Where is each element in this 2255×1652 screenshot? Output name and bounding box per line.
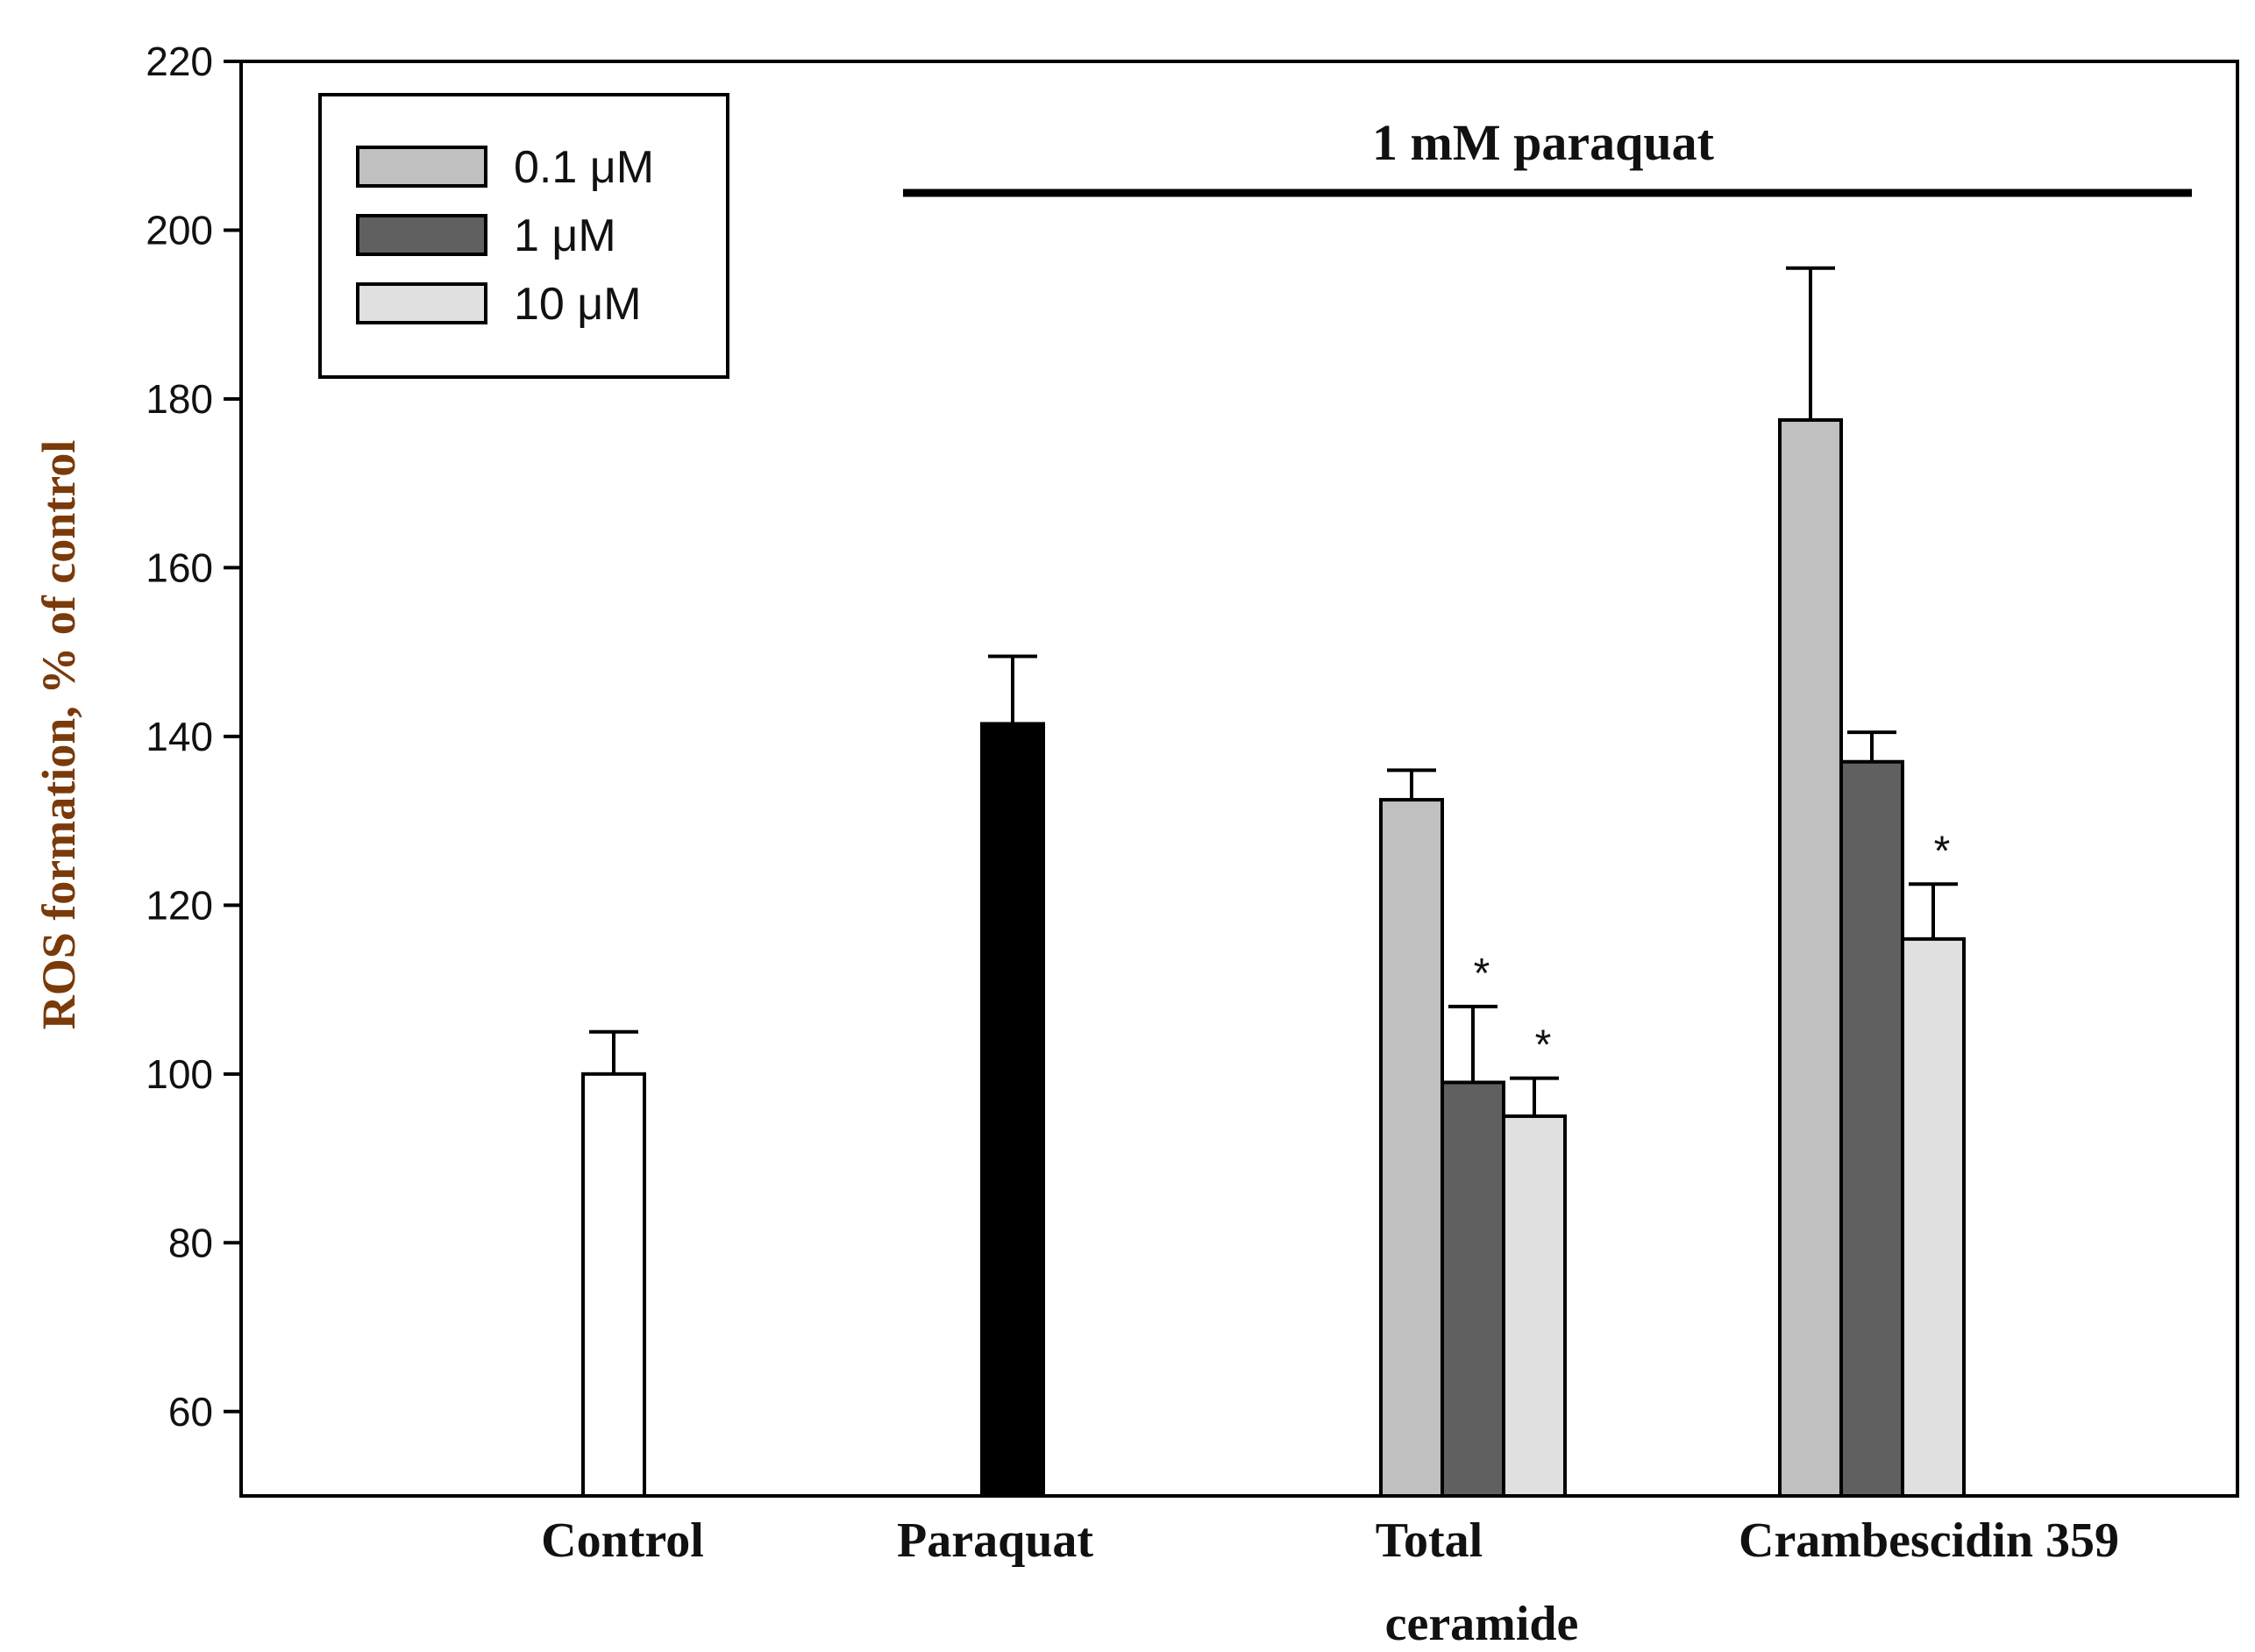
y-tick-label: 80 — [168, 1220, 213, 1265]
plot-frame — [239, 60, 2239, 1498]
y-tick-label: 120 — [146, 882, 213, 928]
y-tick-label: 160 — [146, 545, 213, 590]
legend-label: 10 μM — [514, 279, 642, 330]
legend-swatch — [356, 146, 487, 188]
legend-swatch — [356, 282, 487, 324]
y-tick-label: 180 — [146, 376, 213, 422]
legend-label: 0.1 μM — [514, 142, 654, 193]
y-tick-label: 140 — [146, 714, 213, 759]
significance-star: * — [1934, 828, 1951, 874]
bar-control-1 — [581, 1072, 646, 1498]
category-label-control: Control — [541, 1513, 704, 1568]
bar-paraquat-1 — [980, 722, 1045, 1498]
category-label-crambescidin-359: Crambescidin 359 — [1739, 1513, 2119, 1568]
y-axis-label: ROS formation, % of control — [32, 440, 85, 1029]
y-tick-label: 100 — [146, 1051, 213, 1097]
labels: ROS formation, % of control 1 mM paraquat… — [32, 114, 2192, 1651]
bar-crambescidin-359-3 — [1901, 936, 1966, 1498]
bar-crambescidin-359-2 — [1839, 759, 1904, 1498]
axes: 60 80 100 120 140 160 180 200 220 — [146, 39, 2239, 1498]
y-tick-label: 220 — [146, 39, 213, 84]
significance-star: * — [1474, 951, 1490, 997]
bars — [581, 266, 1966, 1498]
category-label-total-ceramide: Total — [1376, 1513, 1483, 1568]
y-tick-label: 60 — [168, 1389, 213, 1435]
y-tick-label: 200 — [146, 207, 213, 253]
legend-label: 1 μM — [514, 210, 616, 261]
legend: 0.1 μM 1 μM 10 μM — [318, 93, 729, 379]
paraquat-bracket-label: 1 mM paraquat — [1372, 114, 1715, 171]
category-label-paraquat: Paraquat — [897, 1513, 1093, 1568]
significance-star: * — [1535, 1022, 1552, 1069]
bar-total-ceramide-2 — [1440, 1080, 1505, 1498]
legend-swatch — [356, 214, 487, 256]
category-label-total-ceramide: ceramide — [1385, 1597, 1579, 1651]
bar-crambescidin-359-1 — [1778, 418, 1843, 1498]
bar-total-ceramide-3 — [1502, 1114, 1567, 1498]
bar-total-ceramide-1 — [1379, 798, 1444, 1498]
